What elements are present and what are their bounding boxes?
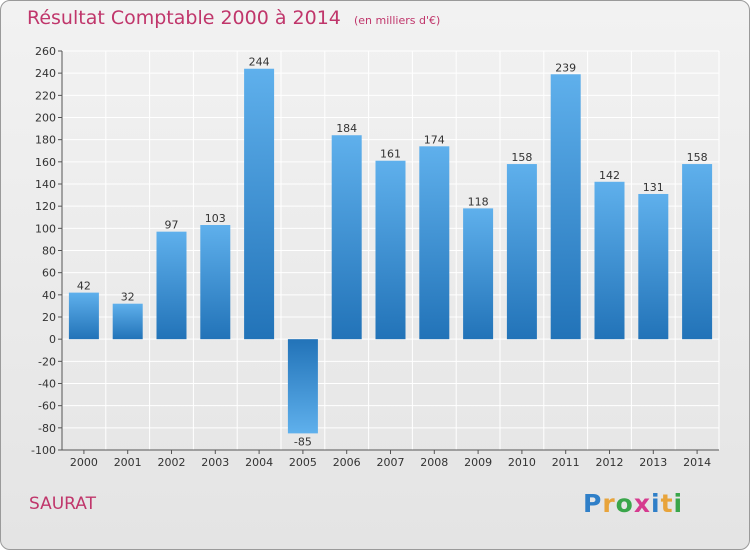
data-label: 158 — [687, 151, 708, 164]
data-label: 184 — [336, 122, 357, 135]
data-label: 118 — [468, 195, 489, 208]
bar-2011 — [550, 74, 581, 340]
bar-2003 — [200, 225, 231, 340]
y-tick-label: 0 — [49, 333, 56, 346]
y-tick-label: 60 — [42, 267, 56, 280]
x-tick-label: 2011 — [552, 456, 580, 469]
y-tick-label: 40 — [42, 289, 56, 302]
y-tick-label: -80 — [38, 422, 56, 435]
x-tick-label: 2013 — [639, 456, 667, 469]
bar-2001 — [112, 303, 143, 340]
y-tick-label: 200 — [35, 112, 56, 125]
bar-2008 — [419, 146, 450, 340]
bar-2012 — [594, 181, 625, 340]
bar-2004 — [244, 68, 275, 340]
data-label: 239 — [555, 61, 576, 74]
y-tick-label: 20 — [42, 311, 56, 324]
x-tick-label: 2006 — [333, 456, 361, 469]
y-tick-label: 160 — [35, 156, 56, 169]
logo-letter: o — [615, 489, 634, 518]
data-label: 161 — [380, 148, 401, 161]
x-tick-label: 2009 — [464, 456, 492, 469]
data-label: 158 — [511, 151, 532, 164]
x-tick-label: 2014 — [683, 456, 711, 469]
x-tick-label: 2005 — [289, 456, 317, 469]
x-tick-label: 2010 — [508, 456, 536, 469]
data-label: 97 — [165, 219, 179, 232]
commune-name: SAURAT — [29, 494, 96, 514]
data-label: 131 — [643, 181, 664, 194]
bar-2005 — [287, 339, 318, 434]
logo-letter: i — [673, 489, 684, 518]
data-label: 142 — [599, 169, 620, 182]
y-tick-label: 120 — [35, 200, 56, 213]
y-tick-label: -100 — [31, 444, 56, 457]
y-tick-label: 180 — [35, 134, 56, 147]
y-tick-label: 80 — [42, 245, 56, 258]
x-tick-label: 2002 — [158, 456, 186, 469]
x-tick-label: 2003 — [201, 456, 229, 469]
data-label: 103 — [205, 212, 226, 225]
y-tick-label: 220 — [35, 89, 56, 102]
bar-2002 — [156, 231, 187, 340]
bar-2006 — [331, 135, 362, 340]
y-tick-label: 260 — [35, 45, 56, 58]
logo-letter: i — [651, 489, 661, 518]
title-row: Résultat Comptable 2000 à 2014 (en milli… — [27, 7, 440, 29]
y-tick-label: 100 — [35, 222, 56, 235]
data-label: 42 — [77, 280, 91, 293]
bar-2013 — [638, 193, 669, 340]
y-tick-label: 240 — [35, 67, 56, 80]
chart-subtitle: (en milliers d'€) — [353, 14, 441, 27]
y-tick-label: -60 — [38, 400, 56, 413]
chart-title: Résultat Comptable 2000 à 2014 — [27, 7, 341, 29]
x-tick-label: 2000 — [70, 456, 98, 469]
proxiti-logo: Proxiti — [583, 489, 683, 518]
x-tick-label: 2007 — [377, 456, 405, 469]
y-tick-label: -20 — [38, 355, 56, 368]
x-tick-label: 2001 — [114, 456, 142, 469]
y-tick-label: -40 — [38, 378, 56, 391]
x-tick-label: 2012 — [596, 456, 624, 469]
logo-letter: r — [602, 489, 616, 518]
data-label: -85 — [294, 435, 312, 448]
bar-2000 — [68, 292, 99, 340]
bar-2007 — [375, 160, 406, 340]
logo-letter: t — [660, 489, 674, 518]
data-label: 244 — [249, 56, 270, 69]
data-label: 174 — [424, 133, 445, 146]
logo-letter: x — [633, 489, 651, 518]
x-tick-label: 2004 — [245, 456, 273, 469]
bar-2009 — [463, 208, 494, 340]
y-tick-label: 140 — [35, 178, 56, 191]
bar-2014 — [682, 164, 713, 340]
data-label: 32 — [121, 291, 135, 304]
logo-letter: P — [583, 489, 603, 518]
bar-2010 — [506, 164, 537, 340]
x-tick-label: 2008 — [420, 456, 448, 469]
